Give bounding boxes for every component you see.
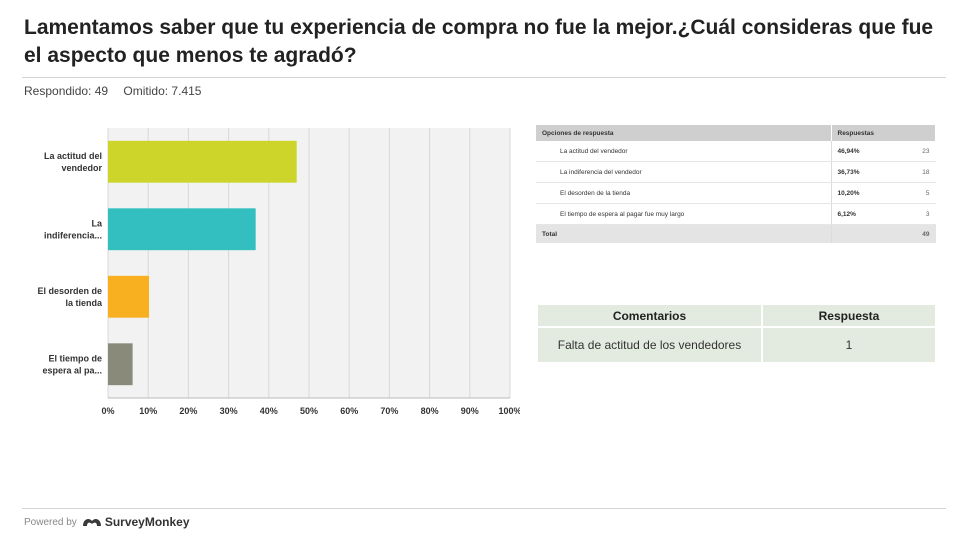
- option-percent: 10,20%: [830, 182, 894, 204]
- table-row: El desorden de la tienda 10,20% 5: [536, 182, 936, 204]
- x-tick-label: 30%: [220, 406, 238, 416]
- footer-divider: [22, 508, 946, 509]
- x-tick-label: 100%: [498, 406, 520, 416]
- option-label: El desorden de la tienda: [536, 182, 831, 204]
- option-count: 5: [893, 182, 936, 204]
- category-label: vendedor: [61, 163, 102, 173]
- powered-by-label: Powered by: [24, 516, 77, 528]
- responses-header: Respuestas: [831, 125, 936, 141]
- surveymonkey-logo-icon: [82, 518, 101, 526]
- x-tick-label: 90%: [461, 406, 479, 416]
- option-label: La indiferencia del vendedor: [536, 161, 831, 183]
- bar-chart: 0% 10% 20% 30% 40% 50% 60% 70% 80% 90% 100% La acti…: [37, 128, 520, 416]
- table-row: Falta de actitud de los vendedores 1: [538, 327, 935, 362]
- total-row: Total 49: [536, 224, 936, 243]
- table-row: La indiferencia del vendedor 36,73% 18: [536, 161, 936, 183]
- x-tick-label: 70%: [380, 406, 398, 416]
- comments-header: Comentarios: [538, 305, 762, 328]
- x-tick-label: 60%: [340, 406, 358, 416]
- category-label: espera al pa...: [42, 365, 102, 375]
- category-label: indiferencia...: [44, 230, 102, 240]
- table-row: La actitud del vendedor 46,94% 23: [536, 141, 936, 162]
- footer: Powered by SurveyMonkey: [24, 515, 190, 529]
- x-tick-label: 10%: [139, 406, 157, 416]
- category-label: La: [91, 218, 102, 228]
- bar: [108, 140, 297, 183]
- x-tick-label: 80%: [421, 406, 439, 416]
- question-title: Lamentamos saber que tu experiencia de c…: [24, 16, 934, 67]
- category-label: El tiempo de: [48, 353, 102, 363]
- option-percent: 36,73%: [830, 161, 894, 183]
- x-tick-label: 0%: [101, 406, 114, 416]
- option-percent: 46,94%: [830, 141, 894, 162]
- skipped-count: Omitido: 7.415: [123, 84, 202, 98]
- options-header: Opciones de respuesta: [536, 125, 832, 141]
- option-label: La actitud del vendedor: [536, 141, 831, 162]
- category-label: La actitud del: [44, 151, 102, 161]
- table-row: El tiempo de espera al pagar fue muy lar…: [536, 203, 936, 225]
- category-label: la tienda: [65, 298, 103, 308]
- option-label: El tiempo de espera al pagar fue muy lar…: [536, 203, 831, 225]
- category-label: El desorden de: [37, 286, 102, 296]
- comment-text: Falta de actitud de los vendedores: [538, 327, 762, 362]
- option-count: 18: [893, 161, 936, 183]
- bar: [108, 275, 150, 318]
- response-table: Opciones de respuesta Respuestas La acti…: [536, 125, 936, 243]
- x-tick-label: 50%: [300, 406, 318, 416]
- total-label: Total: [536, 224, 831, 243]
- comments-table: Comentarios Respuesta Falta de actitud d…: [538, 305, 935, 362]
- bar: [108, 208, 256, 251]
- answered-count: Respondido: 49: [24, 84, 109, 98]
- comment-answer: 1: [761, 327, 935, 362]
- brand-name: SurveyMonkey: [104, 515, 190, 529]
- x-tick-label: 40%: [260, 406, 278, 416]
- option-percent: 6,12%: [830, 203, 894, 225]
- x-tick-label: 20%: [179, 406, 197, 416]
- response-stats: Respondido: 49 Omitido: 7.415: [24, 84, 213, 98]
- option-count: 3: [893, 203, 936, 225]
- option-count: 23: [893, 141, 936, 162]
- title-divider: [22, 77, 946, 78]
- answer-header: Respuesta: [761, 305, 935, 328]
- bar: [108, 343, 133, 386]
- total-count: 49: [893, 224, 936, 243]
